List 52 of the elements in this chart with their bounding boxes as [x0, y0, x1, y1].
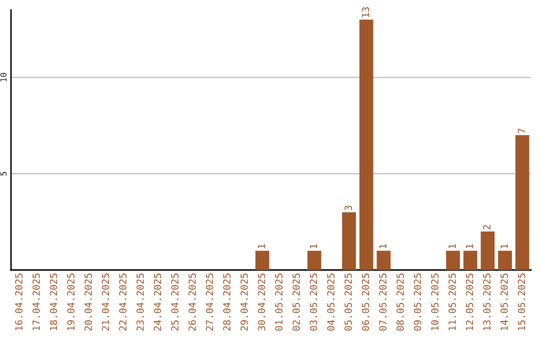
x-tick-label: 27.04.2025: [206, 274, 214, 331]
x-tick-label: 17.04.2025: [32, 274, 40, 330]
x-tick-label: 29.04.2025: [240, 274, 248, 331]
x-tick-label: 28.04.2025: [223, 274, 231, 331]
x-tick-label: 12.05.2025: [466, 274, 474, 330]
x-tick-label: 30.04.2025: [258, 274, 266, 331]
bar: [359, 20, 374, 270]
data-label: 13: [362, 7, 370, 18]
x-tick-label: 14.05.2025: [500, 274, 508, 330]
x-tick-label: 13.05.2025: [483, 274, 491, 330]
bar: [498, 250, 512, 270]
x-tick-label: 10.05.2025: [431, 274, 439, 330]
x-tick-label: 24.04.2025: [154, 274, 162, 331]
bar: [480, 231, 495, 270]
x-tick-label: 09.05.2025: [414, 274, 422, 331]
data-label: 2: [483, 225, 490, 230]
x-tick-label: 02.05.2025: [292, 274, 300, 331]
x-tick-label: 22.04.2025: [119, 274, 127, 331]
bar: [255, 250, 270, 270]
x-tick-label: 19.04.2025: [67, 274, 75, 330]
data-label: 1: [310, 244, 318, 248]
x-tick-label: 06.05.2025: [362, 274, 370, 331]
x-tick-label: 26.04.2025: [188, 274, 196, 331]
x-tick-label: 25.04.2025: [171, 274, 179, 331]
bar: [376, 250, 391, 270]
x-tick-label: 21.04.2025: [102, 274, 110, 331]
y-tick-label: 5: [0, 172, 7, 176]
x-tick-label: 23.04.2025: [136, 274, 144, 331]
x-tick-label: 05.05.2025: [344, 274, 352, 331]
bar: [463, 250, 478, 270]
data-label: 1: [258, 244, 266, 248]
y-tick-label: 10: [0, 72, 7, 82]
bar: [446, 250, 460, 270]
x-tick-label: 18.04.2025: [50, 274, 58, 330]
x-tick-label: 07.05.2025: [379, 274, 387, 331]
bar: [307, 250, 322, 270]
bar: [515, 135, 530, 270]
data-label: 7: [518, 128, 526, 134]
x-tick-label: 16.04.2025: [15, 274, 23, 330]
data-label: 1: [500, 244, 508, 248]
bar: [342, 212, 356, 270]
data-label: 1: [466, 244, 474, 248]
x-tick-label: 03.05.2025: [310, 274, 318, 331]
x-tick-label: 20.04.2025: [84, 274, 92, 331]
x-tick-label: 11.05.2025: [448, 274, 456, 330]
data-label: 1: [379, 244, 386, 248]
x-tick-label: 01.05.2025: [275, 274, 283, 331]
data-label: 3: [344, 206, 352, 210]
data-label: 1: [448, 244, 456, 248]
x-tick-label: 08.05.2025: [396, 274, 404, 331]
x-tick-label: 15.05.2025: [518, 274, 526, 330]
x-tick-label: 04.05.2025: [327, 274, 335, 331]
